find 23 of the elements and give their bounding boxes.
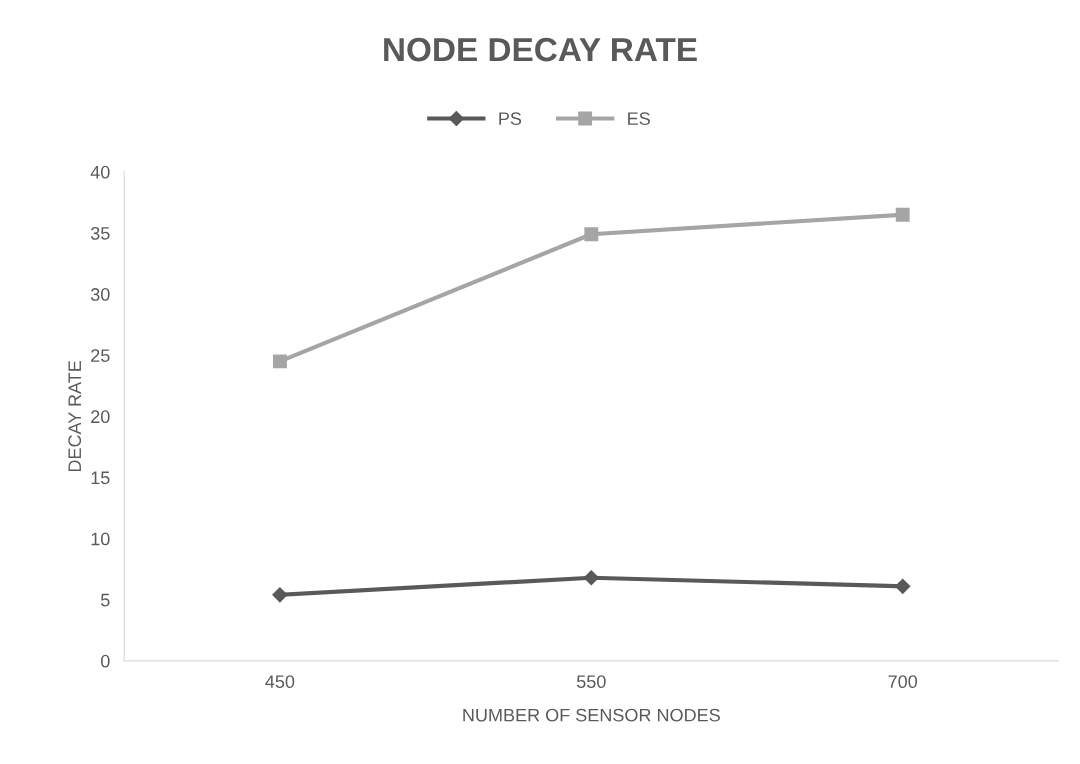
y-tick-label: 40 xyxy=(90,165,110,179)
point xyxy=(895,207,910,222)
y-tick-label: 0 xyxy=(100,654,110,668)
x-tick-label: 700 xyxy=(888,675,918,689)
x-tick-label: 450 xyxy=(265,675,295,689)
chart-title: NODE DECAY RATE xyxy=(384,37,697,62)
point xyxy=(272,587,288,603)
y-tick-label: 30 xyxy=(90,288,110,301)
point xyxy=(583,570,599,586)
x-tick-label: 550 xyxy=(576,675,606,689)
y-tick-label: 10 xyxy=(91,532,110,546)
y-tick-label: 15 xyxy=(91,471,110,485)
y-tick-label: 20 xyxy=(91,410,110,424)
x-axis-title: NUMBER OF SENSOR NODES xyxy=(463,708,720,722)
legend-label: PS xyxy=(499,112,522,126)
point xyxy=(584,227,599,242)
y-tick-label: 25 xyxy=(91,349,110,362)
point xyxy=(272,354,287,369)
point xyxy=(895,578,911,594)
legend-label: ES xyxy=(628,112,650,126)
y-axis-title: DECAY RATE xyxy=(68,360,82,472)
y-tick-label: 35 xyxy=(90,226,110,240)
y-tick-label: 5 xyxy=(100,593,110,607)
